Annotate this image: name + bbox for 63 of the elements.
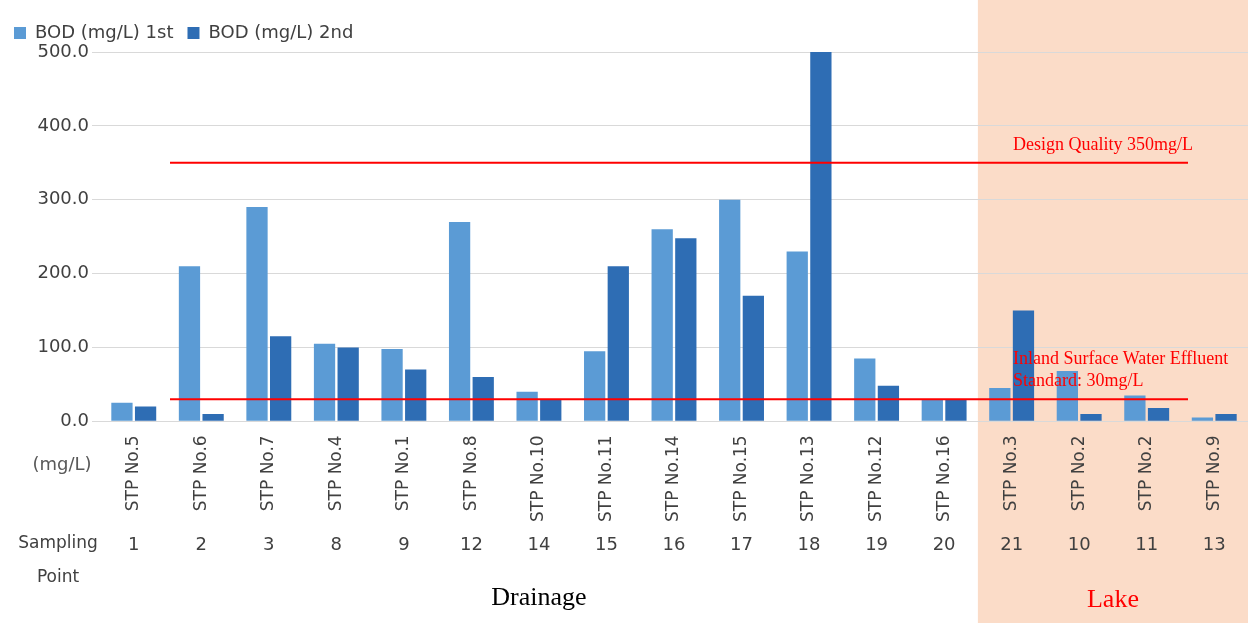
bar: [742, 295, 764, 421]
bar: [719, 199, 741, 421]
bar: [1191, 417, 1214, 421]
bar: [675, 238, 697, 421]
y-tick-label: 100.0: [37, 335, 89, 357]
bar: [472, 377, 494, 421]
x-tick-label: STP No.2: [1067, 435, 1088, 512]
bar: [313, 343, 336, 421]
bar: [877, 385, 900, 421]
text: Drainage: [491, 581, 587, 611]
bar: [1080, 413, 1102, 421]
y-tick-label: 0.0: [60, 408, 89, 430]
bar: [1147, 408, 1170, 421]
band-label: Lake: [1086, 583, 1139, 613]
bar: [202, 413, 224, 421]
bar: [1124, 395, 1146, 421]
x-tick-label: STP No.2: [1135, 435, 1156, 512]
bar: [270, 336, 292, 421]
x-tick-label: STP No.5: [122, 435, 143, 512]
text: Sampling Point: [18, 532, 98, 587]
bar: [516, 391, 538, 421]
legend-label: BOD (mg/L) 2nd: [208, 20, 354, 42]
x-tick-label: STP No.11: [594, 435, 615, 522]
bar: [945, 399, 967, 421]
bar: [134, 406, 157, 421]
y-tick-label: 400.0: [37, 113, 89, 135]
bar: [584, 351, 606, 421]
x-tick-label: STP No.8: [459, 435, 480, 512]
x-tick-label: STP No.13: [797, 435, 818, 522]
bar: [854, 358, 876, 421]
y-tick-label: 500.0: [37, 39, 89, 61]
bar: [989, 388, 1011, 421]
bar: [921, 399, 943, 421]
y-axis-title: (mg/L): [32, 452, 92, 474]
bar: [337, 347, 359, 421]
x-tick-label: STP No.3: [1000, 435, 1021, 512]
bar: [810, 52, 832, 421]
bar: [405, 369, 427, 421]
bar: [540, 399, 562, 421]
bar: [381, 348, 403, 421]
x-tick-label: STP No.7: [257, 435, 278, 512]
legend-label: BOD (mg/L) 1st: [35, 20, 174, 42]
bar: [651, 229, 673, 421]
x-tick-label: STP No.12: [865, 435, 886, 522]
bar: [246, 207, 268, 421]
x-tick-label: STP No.1: [392, 435, 413, 512]
bar: [786, 251, 808, 421]
bar: [607, 266, 629, 421]
bar: [1215, 413, 1237, 421]
x-tick-label: STP No.15: [729, 435, 750, 522]
bar: [111, 402, 133, 421]
y-tick-label: 200.0: [37, 261, 89, 283]
x-tick-label: STP No.14: [662, 435, 683, 522]
bar: [448, 221, 471, 421]
x-tick-label: STP No.16: [932, 435, 953, 522]
ref-line-label: Design Quality 350mg/L: [1013, 133, 1193, 154]
x-tick-label: STP No.9: [1202, 435, 1223, 512]
x-tick-label: STP No.6: [189, 435, 210, 512]
y-tick-label: 300.0: [37, 187, 89, 209]
x-tick-label: STP No.10: [527, 435, 548, 522]
bar: [178, 266, 201, 421]
text: 1 2 3 8 9 12 14 15 16 17 18 19 20 21 10 11 13: [128, 533, 1226, 554]
x-tick-label: STP No.4: [324, 435, 345, 512]
